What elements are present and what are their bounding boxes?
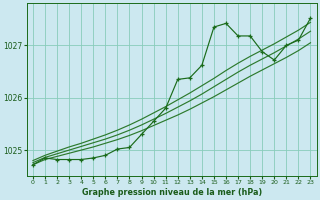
X-axis label: Graphe pression niveau de la mer (hPa): Graphe pression niveau de la mer (hPa): [82, 188, 262, 197]
